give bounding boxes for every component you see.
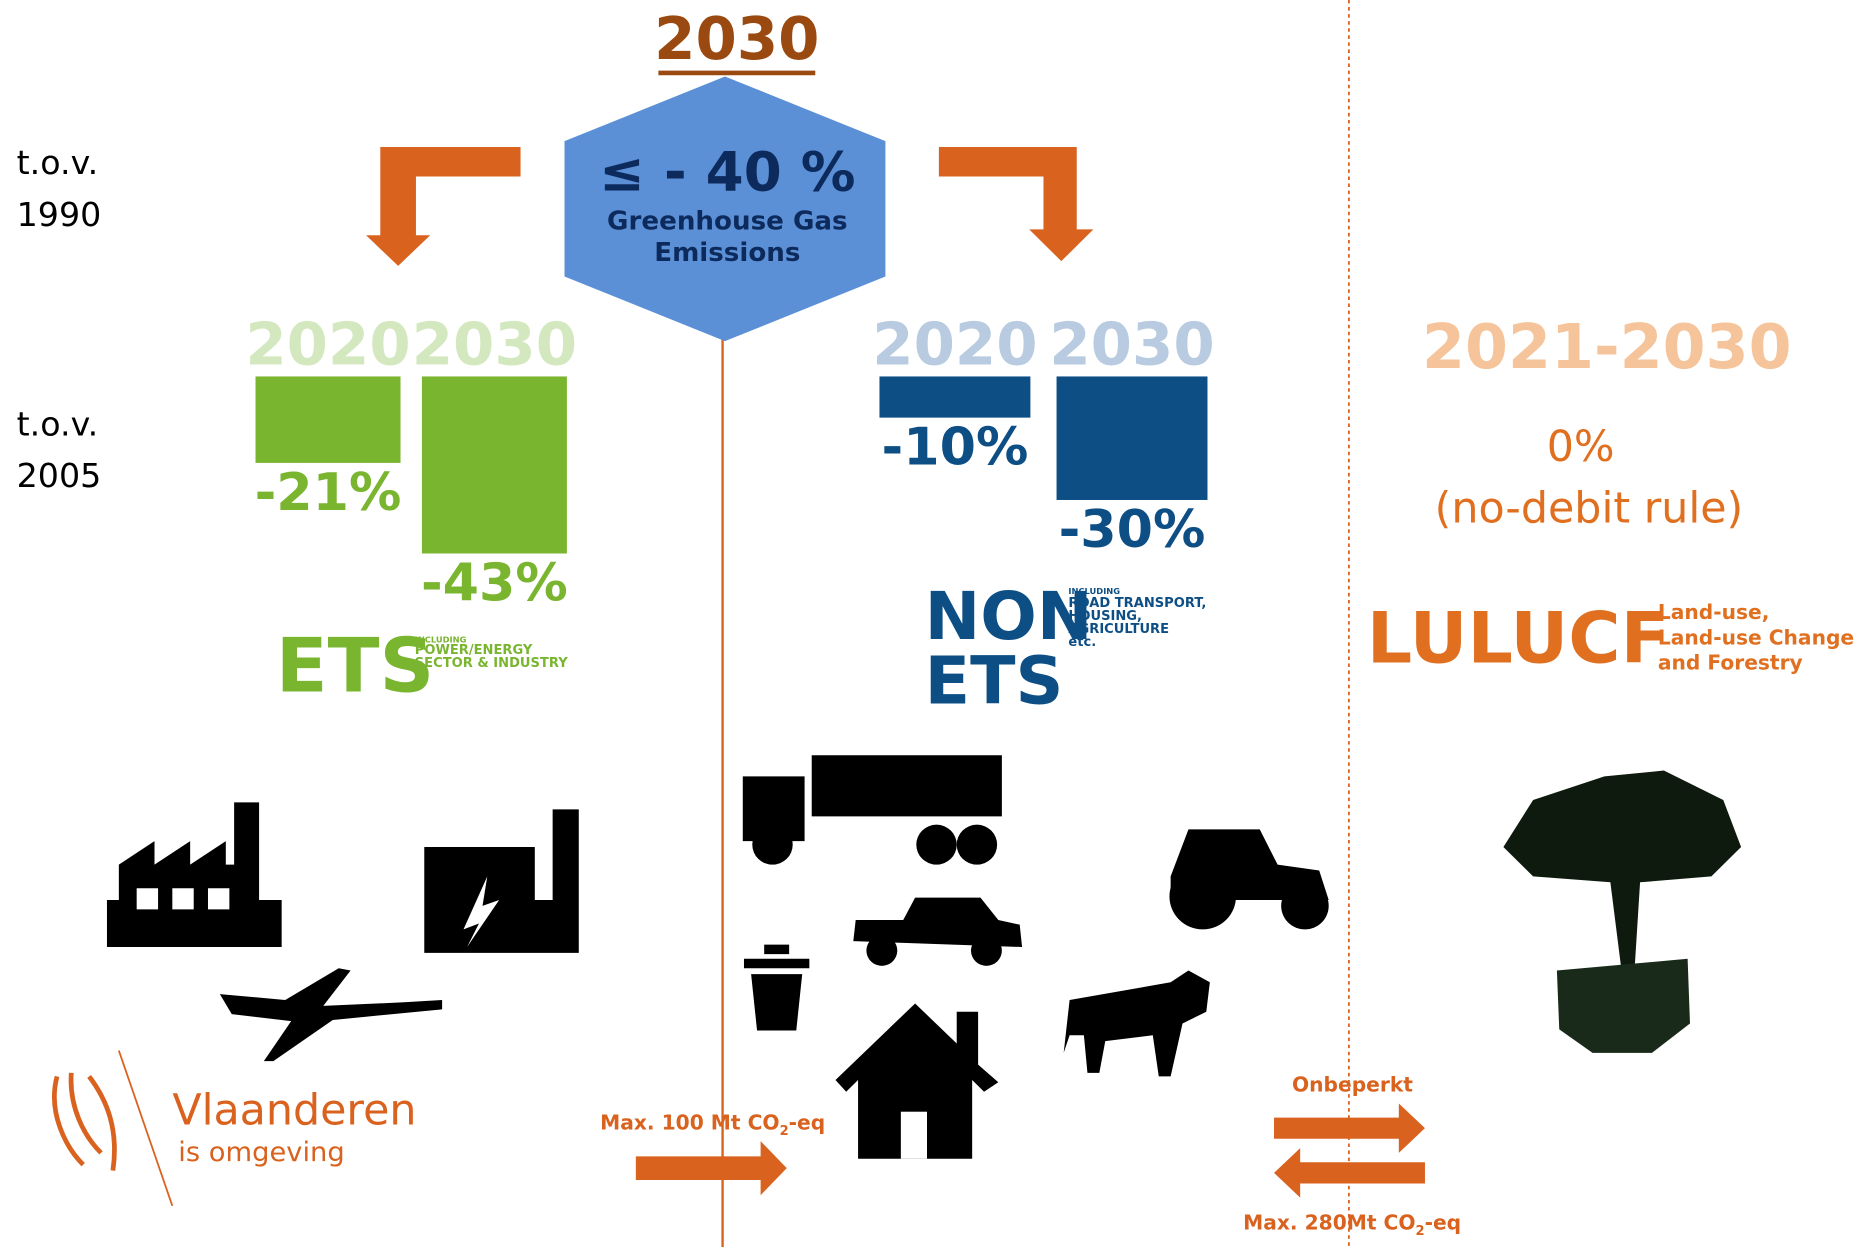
wheel	[970, 935, 1002, 966]
ets-bars: 2020 -21% 2030 -43%	[245, 310, 577, 614]
ets-name: ETS	[276, 622, 435, 710]
value-label: -21%	[255, 463, 402, 523]
flow-text: Max. 280Mt CO	[1243, 1210, 1415, 1234]
flow-label: Max. 280Mt CO2-eq	[1243, 1210, 1461, 1239]
bin-icon	[743, 944, 810, 1031]
non-ets-note: INCLUDING	[1068, 586, 1120, 596]
lulucf-period: 2021-2030	[1422, 313, 1792, 384]
baseline-label: t.o.v.	[17, 143, 99, 182]
value-label: -30%	[1059, 500, 1206, 560]
wheel	[1169, 863, 1236, 930]
subscript: 2	[1416, 1224, 1425, 1239]
ets-note: SECTOR & INDUSTRY	[415, 656, 568, 671]
arrow	[635, 1141, 787, 1196]
target-label: Greenhouse Gas	[607, 207, 848, 237]
logo-tagline: is omgeving	[178, 1137, 344, 1168]
icons	[106, 755, 1742, 1159]
door	[900, 1111, 927, 1159]
year-label: 2020	[872, 310, 1037, 379]
non-ets-name: NON	[925, 578, 1093, 655]
bar	[879, 376, 1031, 418]
wheel	[866, 935, 898, 966]
lulucf-rule: (no-debit rule)	[1435, 484, 1744, 534]
year-label: 2030	[1049, 310, 1214, 379]
flow-text: -eq	[789, 1110, 826, 1134]
bolt	[463, 876, 500, 948]
power-plant-icon	[424, 809, 579, 953]
non-ets-note: etc.	[1068, 635, 1096, 650]
cow-icon	[1063, 970, 1210, 1077]
year-label: 2030	[412, 310, 577, 379]
lulucf-note: and Forestry	[1658, 650, 1803, 674]
bar	[421, 376, 567, 554]
flow-label: Max. 100 Mt CO2-eq	[600, 1110, 825, 1139]
wheel	[916, 824, 957, 865]
truck-icon	[742, 755, 1002, 842]
arrow	[1274, 1148, 1425, 1198]
lulucf-name: LULUCF	[1367, 597, 1670, 680]
wheel	[1281, 882, 1329, 930]
logo-name: Vlaanderen	[172, 1086, 416, 1136]
arrow	[366, 147, 521, 266]
baseline-label: 1990	[17, 195, 102, 234]
non-ets-bars: 2020 -10% 2030 -30%	[872, 310, 1214, 560]
house-icon	[835, 1003, 999, 1159]
tree-icon	[1503, 770, 1742, 977]
factory-icon	[106, 802, 282, 948]
lulucf-note: Land-use Change	[1658, 626, 1854, 650]
bar	[255, 376, 401, 463]
flow-label: Onbeperkt	[1292, 1073, 1413, 1097]
target-label: Emissions	[654, 238, 800, 268]
target-hexagon	[564, 76, 886, 342]
tree-island	[1556, 958, 1690, 1053]
value-label: -43%	[421, 554, 568, 614]
non-ets-name: ETS	[925, 643, 1064, 720]
car-icon	[853, 897, 1023, 948]
lulucf-value: 0%	[1547, 422, 1615, 472]
title: 2030	[654, 4, 819, 73]
non-ets-note: ROAD TRANSPORT,	[1068, 596, 1206, 611]
ets-note: INCLUDING	[415, 634, 467, 644]
plane-icon	[219, 968, 443, 1062]
baseline-label: 2005	[17, 456, 102, 495]
baseline-label: t.o.v.	[17, 404, 99, 443]
value-label: -10%	[882, 418, 1029, 478]
bar	[1056, 376, 1208, 500]
flow-text: -eq	[1425, 1210, 1462, 1234]
arrow	[938, 147, 1094, 262]
wheel	[956, 824, 998, 865]
flow-text: Max. 100 Mt CO	[600, 1110, 779, 1134]
non-ets-note: HOUSING,	[1068, 609, 1142, 624]
target-value: ≤ - 40 %	[599, 141, 855, 204]
lulucf-note: Land-use,	[1658, 600, 1769, 624]
ets-note: POWER/ENERGY	[415, 643, 533, 658]
non-ets-note: AGRICULTURE	[1068, 622, 1169, 637]
year-label: 2020	[245, 310, 410, 379]
logo-mark	[52, 1050, 174, 1207]
subscript: 2	[780, 1124, 789, 1139]
wheel	[752, 824, 793, 865]
arrow	[1274, 1103, 1425, 1153]
